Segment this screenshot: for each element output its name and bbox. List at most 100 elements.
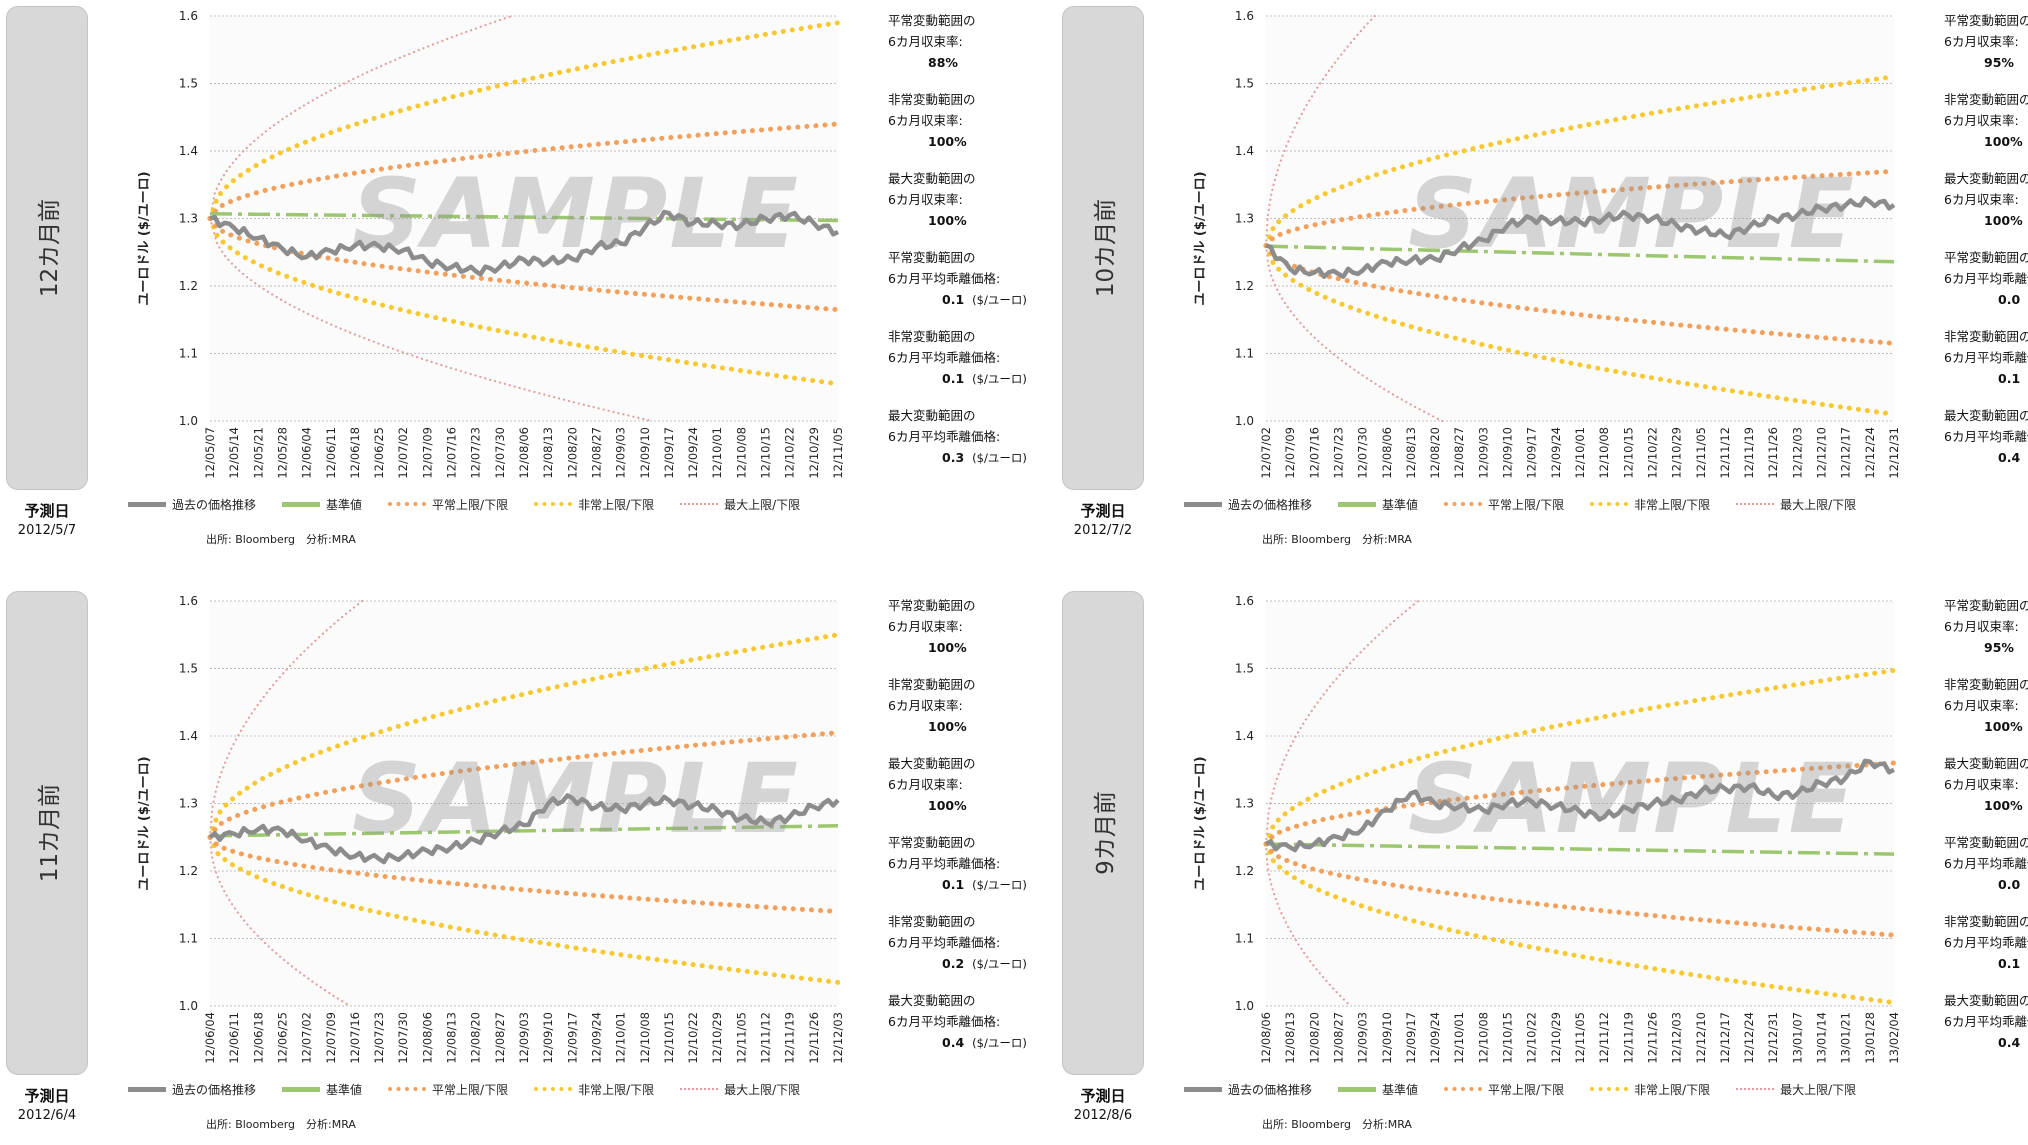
legend-swatch-max: [1736, 503, 1775, 505]
legend-label-abnormal: 非常上限/下限: [578, 497, 655, 512]
y-tick-label: 1.2: [179, 279, 198, 293]
chart-legend: 過去の価格推移 基準値 平常上限/下限 非常上限/下限 最大上限/下限: [1184, 494, 1914, 514]
legend-swatch-abnormal: [1590, 502, 1629, 506]
stat-abnormal-rate: 非常変動範囲の 6カ月収束率: 100%: [1944, 89, 2028, 168]
x-tick-label: 12/06/25: [275, 1012, 289, 1064]
prediction-date-label: 予測日: [1080, 1087, 1126, 1105]
legend-item-history: 過去の価格推移: [1184, 496, 1312, 513]
legend-swatch-normal: [1444, 1087, 1483, 1091]
stat-label-line-1: 平常変動範囲の: [888, 598, 976, 613]
legend-item-base: 基準値: [282, 496, 362, 513]
x-tick-label: 12/09/24: [589, 1012, 603, 1064]
stat-normal-dev: 平常変動範囲の 6カ月平均乖離価格: 0.1 ($/ユーロ): [888, 832, 1027, 911]
x-tick-label: 12/08/13: [1283, 1012, 1297, 1064]
stat-label-line-1: 最大変動範囲の: [888, 408, 976, 423]
legend-label-max: 最大上限/下限: [724, 497, 801, 512]
chart-panel-11-months: 11カ月前 予測日 2012/6/4 1.0 1.1 1.2 1.3 1.4 1.5 1.6 ユーロ…: [0, 585, 1027, 1145]
x-tick-label: 12/11/05: [734, 1012, 748, 1064]
max-upper-line: [208, 14, 513, 220]
abnormal-upper-line: [1263, 668, 1897, 847]
chart-panel-9-months: 9カ月前 予測日 2012/8/6 1.0 1.1 1.2 1.3 1.4 1.5 1.6 ユーロド…: [1056, 585, 2028, 1145]
y-axis-label: ユーロドル ($/ユーロ): [1193, 756, 1208, 890]
legend-swatch-history: [128, 1086, 166, 1092]
x-tick-label: 12/10/22: [686, 1012, 700, 1064]
stat-label-line-2: 6カ月平均乖離価格:: [1944, 429, 2028, 444]
stat-label-line-2: 6カ月収束率:: [1944, 619, 2019, 634]
legend-item-abnormal: 非常上限/下限: [534, 1081, 654, 1098]
stat-value-line: 0.1 ($/ユーロ): [888, 368, 1027, 390]
x-tick-label: 12/11/19: [783, 1012, 797, 1064]
x-tick-label: 12/09/17: [1525, 427, 1539, 479]
x-tick-label: 12/09/10: [541, 1012, 555, 1064]
x-tick-label: 12/11/26: [1645, 1012, 1659, 1064]
stat-value: 100%: [928, 798, 967, 813]
legend-item-abnormal: 非常上限/下限: [534, 496, 654, 513]
x-tick-label: 12/12/10: [1815, 427, 1829, 479]
legend-swatch-normal: [1444, 502, 1483, 506]
y-tick-label: 1.2: [179, 864, 198, 878]
stat-value-line: 95%: [1944, 637, 2028, 658]
y-tick-label: 1.4: [1235, 729, 1254, 743]
x-tick-label: 12/09/24: [1549, 427, 1563, 479]
x-tick-label: 12/06/25: [372, 427, 386, 479]
base-value-line: [209, 824, 839, 838]
x-tick-label: 12/08/27: [493, 1012, 507, 1064]
legend-label-history: 過去の価格推移: [172, 497, 257, 512]
x-tick-label: 12/07/09: [1283, 427, 1297, 479]
x-tick-label: 12/05/21: [251, 427, 265, 479]
max-upper-line: [1264, 14, 1376, 247]
stat-label-line-2: 6カ月平均乖離価格:: [1944, 856, 2028, 871]
legend-item-normal: 平常上限/下限: [1444, 496, 1564, 513]
stat-value-line: 100%: [888, 131, 1010, 152]
legend-swatch-max: [680, 503, 719, 505]
stat-max-rate: 最大変動範囲の 6カ月収束率: 100%: [1944, 753, 2028, 832]
forecast-chart: 1.0 1.1 1.2 1.3 1.4 1.5 1.6 ユーロドル ($/ユーロ) 12/05/…: [137, 9, 845, 479]
stat-label-line-1: 平常変動範囲の: [888, 250, 976, 265]
legend-swatch-abnormal: [534, 502, 573, 506]
x-tick-label: 12/09/24: [686, 427, 700, 479]
y-tick-label: 1.4: [179, 144, 198, 158]
stat-value-line: 0.4($/ユーロ): [888, 1032, 1027, 1054]
x-tick-label: 12/11/12: [1718, 427, 1732, 479]
y-tick-label: 1.5: [179, 77, 198, 91]
stat-label-line-2: 6カ月収束率:: [1944, 113, 2019, 128]
stat-label-line-1: 最大変動範囲の: [888, 993, 976, 1008]
chart-legend: 過去の価格推移 基準値 平常上限/下限 非常上限/下限 最大上限/下限: [1184, 1079, 1914, 1099]
y-axis-label: ユーロドル ($/ユーロ): [137, 171, 152, 305]
stat-value: 0.2: [942, 956, 965, 971]
x-tick-label: 12/08/06: [1259, 1012, 1273, 1064]
x-tick-label: 12/08/27: [1452, 427, 1466, 479]
y-tick-label: 1.0: [1235, 999, 1254, 1013]
stat-label-line-2: 6カ月収束率:: [888, 698, 963, 713]
stat-label-line-2: 6カ月収束率:: [1944, 192, 2019, 207]
stat-label-line-2: 6カ月平均乖離価格:: [888, 935, 1001, 950]
normal-lower-line: [1263, 841, 1897, 938]
stat-value: 0.0: [1998, 292, 2021, 307]
prediction-date-value: 2012/5/7: [17, 523, 77, 538]
legend-item-max: 最大上限/下限: [1736, 1081, 1856, 1098]
x-tick-label: 12/11/12: [759, 1012, 773, 1064]
legend-item-history: 過去の価格推移: [128, 496, 256, 513]
stat-max-rate: 最大変動範囲の 6カ月収束率: 100%: [888, 168, 1010, 247]
legend-item-max: 最大上限/下限: [1736, 496, 1856, 513]
x-tick-label: 12/08/06: [517, 427, 531, 479]
legend-label-base: 基準値: [326, 497, 363, 512]
y-tick-label: 1.4: [1235, 144, 1254, 158]
prediction-date-value: 2012/7/2: [1073, 523, 1133, 538]
stat-unit: ($/ユーロ): [972, 957, 1027, 971]
x-tick-label: 12/12/03: [831, 1012, 845, 1064]
stat-label-line-1: 平常変動範囲の: [1944, 835, 2028, 850]
months-before-box: 9カ月前: [1062, 591, 1144, 1075]
normal-upper-line: [1263, 168, 1897, 248]
months-before-box: 12カ月前: [6, 6, 88, 490]
abnormal-lower-line: [1263, 243, 1897, 417]
y-tick-label: 1.3: [179, 212, 198, 226]
stat-label-line-2: 6カ月収束率:: [888, 619, 963, 634]
stat-value-line: 88%: [888, 52, 1010, 73]
stat-value-line: 100%: [888, 637, 1010, 658]
stat-value-line: 0.4($/ユーロ): [1944, 447, 2028, 469]
history-price-line: [208, 793, 840, 865]
y-tick-label: 1.1: [1235, 347, 1254, 361]
